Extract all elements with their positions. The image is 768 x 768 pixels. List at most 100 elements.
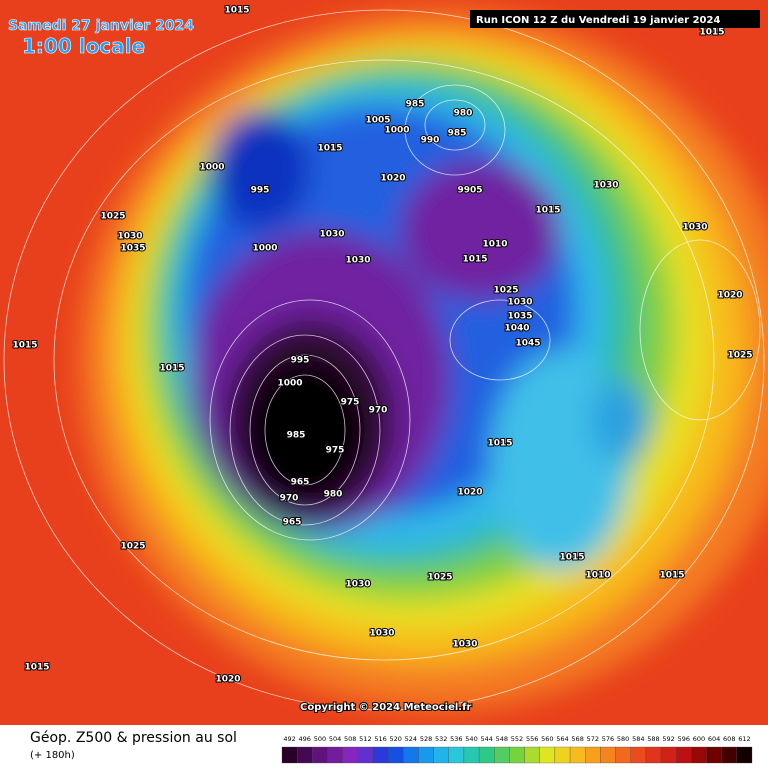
colorbar-swatch <box>433 746 449 764</box>
colorbar-swatch <box>418 746 434 764</box>
isobar-label: 1025 <box>120 542 145 552</box>
isobar-label: 1020 <box>215 675 240 685</box>
map-date: Samedi 27 janvier 2024 <box>8 18 194 34</box>
colorbar-swatch <box>403 746 419 764</box>
colorbar-swatch <box>312 746 328 764</box>
colorbar-label: 492 <box>283 735 295 743</box>
isobar-label: 965 <box>291 478 310 488</box>
isobar-label: 1015 <box>317 144 342 154</box>
colorbar-label: 572 <box>587 735 599 743</box>
isobar-label: 985 <box>406 100 425 110</box>
isobar-label: 1020 <box>380 174 405 184</box>
colorbar-label: 564 <box>556 735 568 743</box>
colorbar-swatch <box>539 746 556 764</box>
colorbar-label: 604 <box>708 735 720 743</box>
colorbar-label: 508 <box>344 735 356 743</box>
isobar-label: 1030 <box>319 230 344 240</box>
isobar-label: 1015 <box>159 364 184 374</box>
isobar-label: 1015 <box>659 571 684 581</box>
isobar-label: 1030 <box>345 256 370 266</box>
colorbar-label: 584 <box>632 735 644 743</box>
colorbar-label: 536 <box>450 735 462 743</box>
isobar-label: 1015 <box>12 341 37 351</box>
copyright: Copyright © 2024 Meteociel.fr <box>300 702 471 713</box>
colorbar-label: 608 <box>723 735 735 743</box>
isobar-label: 995 <box>291 356 310 366</box>
colorbar-swatch <box>691 746 707 764</box>
colorbar-label: 528 <box>420 735 432 743</box>
colorbar-label: 560 <box>541 735 553 743</box>
isobar-label: 1030 <box>345 580 370 590</box>
colorbar-swatch <box>281 746 298 764</box>
colorbar-swatch <box>569 746 586 764</box>
isobar-label: 1045 <box>515 339 540 349</box>
colorbar-swatch <box>554 746 571 764</box>
colorbar-swatch <box>600 746 616 764</box>
map-time: 1:00 locale <box>22 34 145 58</box>
isobar-label: 975 <box>326 446 345 456</box>
isobar-label: 980 <box>324 490 343 500</box>
isobar-label: 985 <box>448 129 467 139</box>
colorbar-swatch <box>327 746 343 764</box>
isobar-label: 1015 <box>535 206 560 216</box>
colorbar-swatch <box>676 746 692 764</box>
isobar-label: 1035 <box>507 312 532 322</box>
colorbar-label: 592 <box>662 735 674 743</box>
colorbar-label: 524 <box>405 735 417 743</box>
isobar-label: 965 <box>283 518 302 528</box>
isobar-label: 1015 <box>462 255 487 265</box>
isobars <box>3 9 765 711</box>
colorbar-swatch <box>494 746 510 764</box>
isobar-label: 1015 <box>24 663 49 673</box>
footer-lead: (+ 180h) <box>30 750 75 761</box>
colorbar-label: 496 <box>299 735 311 743</box>
isobar-label: 985 <box>287 431 306 441</box>
isobar-label: 995 <box>251 186 270 196</box>
colorbar-swatch <box>615 746 631 764</box>
colorbar-label: 596 <box>678 735 690 743</box>
isobar-label: 1015 <box>559 553 584 563</box>
isobar-label: 970 <box>280 494 299 504</box>
isobar-label: 1010 <box>482 240 507 250</box>
run-info: Run ICON 12 Z du Vendredi 19 janvier 202… <box>476 15 720 26</box>
colorbar-label: 612 <box>738 735 750 743</box>
map: 1015101598598098599010051000101510009951… <box>0 0 768 725</box>
colorbar-swatch <box>736 746 753 764</box>
colorbar-swatch <box>706 746 722 764</box>
colorbar-label: 544 <box>480 735 492 743</box>
footer: Géop. Z500 & pression au sol (+ 180h) 49… <box>30 730 753 764</box>
colorbar-swatch <box>478 746 495 764</box>
isobar-label: 1020 <box>717 291 742 301</box>
colorbar-label: 532 <box>435 735 447 743</box>
colorbar-label: 568 <box>571 735 583 743</box>
isobar-label: 970 <box>369 406 388 416</box>
colorbar-swatch <box>448 746 465 764</box>
colorbar-swatch <box>342 746 358 764</box>
colorbar-swatch <box>524 746 540 764</box>
isobar-label: 1015 <box>224 6 249 16</box>
colorbar-swatch <box>297 746 313 764</box>
colorbar-swatch <box>372 746 389 764</box>
isobar-label: 1025 <box>493 286 518 296</box>
colorbar-swatch <box>585 746 601 764</box>
colorbar-label: 588 <box>647 735 659 743</box>
isobar-label: 1040 <box>504 324 529 334</box>
isobar-label: 1000 <box>199 163 224 173</box>
colorbar-swatch <box>630 746 647 764</box>
isobar-label: 1030 <box>452 640 477 650</box>
colorbar-label: 504 <box>329 735 341 743</box>
isobar-label: 9905 <box>457 186 482 196</box>
isobar-label: 1030 <box>507 298 532 308</box>
colorbar-label: 500 <box>314 735 326 743</box>
footer-title: Géop. Z500 & pression au sol <box>30 730 237 746</box>
colorbar-label: 552 <box>511 735 523 743</box>
isobar-label: 1005 <box>365 116 390 126</box>
isobar-label: 1030 <box>682 223 707 233</box>
isobar-label: 990 <box>421 136 440 146</box>
isobar-label: 1000 <box>384 126 409 136</box>
colorbar-swatch <box>509 746 525 764</box>
colorbar-label: 580 <box>617 735 629 743</box>
colorbar-label: 576 <box>602 735 614 743</box>
isobar-label: 1010 <box>585 571 610 581</box>
colorbar-label: 512 <box>359 735 371 743</box>
